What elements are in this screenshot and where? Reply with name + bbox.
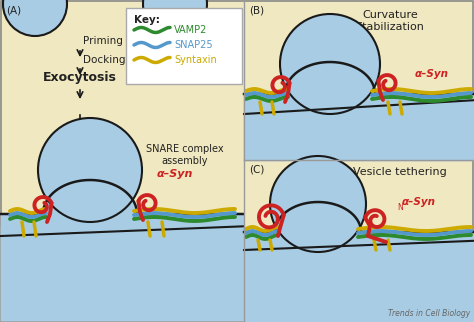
Text: Key:: Key: (134, 15, 160, 25)
Text: (B): (B) (249, 5, 264, 15)
Circle shape (280, 14, 380, 114)
Text: Vesicle tethering: Vesicle tethering (353, 167, 447, 177)
Text: SNARE complex
assembly: SNARE complex assembly (146, 144, 224, 166)
Circle shape (270, 156, 366, 252)
Text: α–Syn: α–Syn (415, 69, 449, 79)
Text: Docking: Docking (83, 55, 126, 65)
FancyBboxPatch shape (126, 8, 242, 84)
Text: (C): (C) (249, 164, 264, 174)
Text: Exocytosis: Exocytosis (43, 71, 117, 84)
Text: α–Syn: α–Syn (157, 169, 193, 179)
Text: SNAP25: SNAP25 (174, 40, 213, 50)
Text: Trends in Cell Biology: Trends in Cell Biology (388, 309, 470, 318)
Text: Syntaxin: Syntaxin (174, 55, 217, 65)
Text: α–Syn: α–Syn (402, 197, 436, 207)
Circle shape (3, 0, 67, 36)
Text: Curvature
Stabilization: Curvature Stabilization (356, 10, 424, 32)
Circle shape (143, 0, 207, 36)
Text: N: N (397, 203, 403, 212)
Text: (A): (A) (6, 5, 21, 15)
Text: Priming: Priming (83, 36, 123, 46)
Text: VAMP2: VAMP2 (174, 25, 207, 35)
Circle shape (38, 118, 142, 222)
